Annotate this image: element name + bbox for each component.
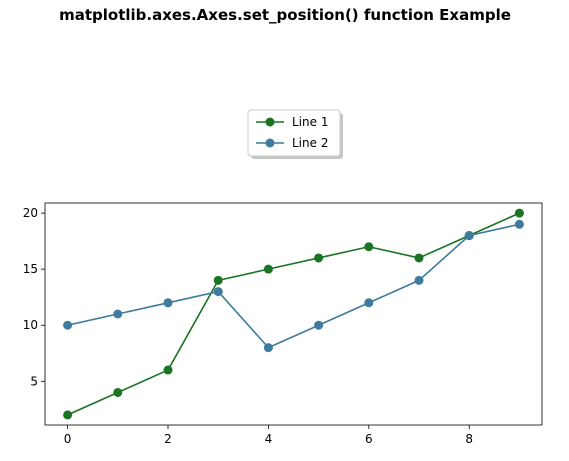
- series-2-point: [213, 287, 223, 297]
- plot-area: 0 2 4 6 8 5 10 15 20: [23, 202, 543, 446]
- legend: Line 1 Line 2: [247, 109, 343, 159]
- x-tick-label: 0: [64, 432, 72, 446]
- series-1-point: [213, 275, 223, 285]
- series-2-point: [113, 309, 123, 319]
- series-2-point: [364, 298, 374, 308]
- x-tick-label: 2: [164, 432, 172, 446]
- legend-label: Line 2: [292, 136, 328, 150]
- series-2-point: [263, 343, 273, 353]
- x-axis: 0 2 4 6 8: [64, 425, 473, 446]
- series-2-point: [63, 320, 73, 330]
- x-tick-label: 6: [365, 432, 373, 446]
- legend-marker: [265, 117, 275, 127]
- axes-frame: [44, 202, 543, 426]
- legend-label: Line 1: [292, 115, 328, 129]
- legend-marker: [265, 138, 275, 148]
- y-tick-label: 10: [23, 318, 38, 332]
- series-1-line: [67, 212, 520, 416]
- chart-title: matplotlib.axes.Axes.set_position() func…: [59, 6, 511, 24]
- x-tick-label: 8: [465, 432, 473, 446]
- series-1-point: [314, 253, 324, 263]
- series-2: [63, 219, 524, 353]
- series-2-point: [414, 275, 424, 285]
- series-1-point: [113, 387, 123, 397]
- series-1-point: [414, 253, 424, 263]
- series-1-point: [364, 242, 374, 252]
- series-1-point: [63, 410, 73, 420]
- series-1: [63, 208, 524, 420]
- x-tick-label: 4: [265, 432, 273, 446]
- y-tick-label: 20: [23, 206, 38, 220]
- series-2-point: [163, 298, 173, 308]
- series-1-point: [263, 264, 273, 274]
- series-1-point: [163, 365, 173, 375]
- series-2-point: [514, 219, 524, 229]
- series-2-point: [464, 231, 474, 241]
- series-1-point: [514, 208, 524, 218]
- y-tick-label: 5: [30, 374, 38, 388]
- series-2-line: [67, 223, 520, 349]
- legend-entry-2: Line 2: [256, 136, 328, 150]
- y-tick-label: 15: [23, 262, 38, 276]
- y-axis: 5 10 15 20: [23, 206, 45, 388]
- series-2-point: [314, 320, 324, 330]
- series-layer: [63, 208, 524, 420]
- legend-entry-1: Line 1: [256, 115, 328, 129]
